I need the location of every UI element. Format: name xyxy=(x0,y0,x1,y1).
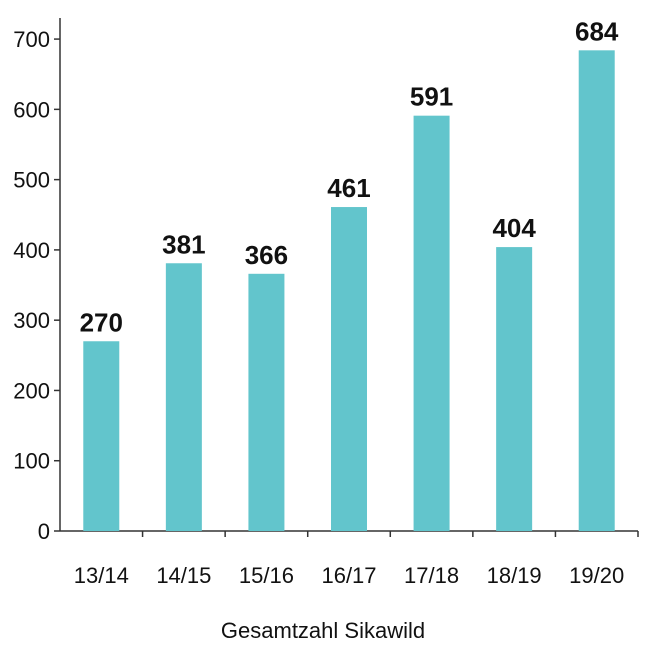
data-label: 366 xyxy=(245,240,288,270)
x-tick-label: 18/19 xyxy=(487,563,542,588)
y-tick-label: 0 xyxy=(38,519,50,544)
x-axis-title: Gesamtzahl Sikawild xyxy=(221,618,425,643)
data-label: 684 xyxy=(575,16,619,46)
x-tick-label: 17/18 xyxy=(404,563,459,588)
data-label: 381 xyxy=(162,229,205,259)
x-tick-label: 19/20 xyxy=(569,563,624,588)
x-tick-label: 14/15 xyxy=(156,563,211,588)
data-labels: 270 381 366 461 591 404 684 xyxy=(80,16,619,337)
bar-19-20 xyxy=(578,50,615,532)
bars xyxy=(83,50,615,532)
y-tick-label: 700 xyxy=(13,27,50,52)
y-tick-label: 600 xyxy=(13,97,50,122)
y-tick-label: 200 xyxy=(13,378,50,403)
y-tick-label: 300 xyxy=(13,308,50,333)
bar-14-15 xyxy=(165,263,202,531)
x-tick-label: 16/17 xyxy=(321,563,376,588)
bar-18-19 xyxy=(496,247,533,532)
bar-13-14 xyxy=(83,341,120,531)
data-label: 591 xyxy=(410,82,453,112)
x-axis: 13/14 14/15 15/16 16/17 17/18 18/19 19/20 xyxy=(60,530,639,588)
y-axis: 0 100 200 300 400 500 600 700 xyxy=(13,18,61,544)
bar-17-18 xyxy=(413,115,450,532)
y-tick-label: 100 xyxy=(13,449,50,474)
bar-16-17 xyxy=(331,207,367,531)
x-tick-label: 13/14 xyxy=(74,563,129,588)
data-label: 461 xyxy=(327,173,370,203)
y-tick-label: 500 xyxy=(13,168,50,193)
x-tick-label: 15/16 xyxy=(239,563,294,588)
bar-15-16 xyxy=(248,273,285,531)
data-label: 270 xyxy=(80,307,123,337)
data-label: 404 xyxy=(492,213,536,243)
y-tick-label: 400 xyxy=(13,238,50,263)
